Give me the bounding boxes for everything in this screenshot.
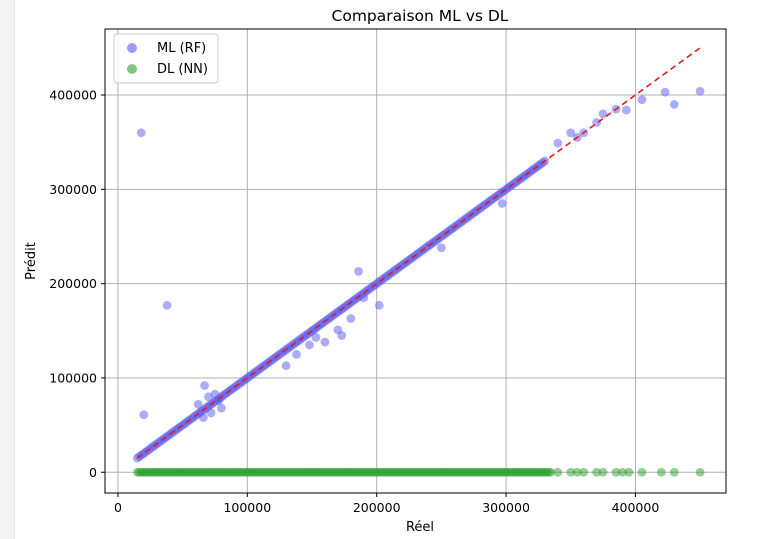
ml-point	[669, 100, 679, 109]
ml-point	[206, 408, 216, 418]
legend: ML (RF) DL (NN)	[113, 33, 219, 84]
x-axis-label: Réel	[406, 520, 434, 535]
ml-point	[621, 105, 631, 115]
ml-point	[637, 95, 647, 105]
dl-point	[546, 467, 556, 477]
ml-point	[136, 128, 146, 138]
ml-point	[553, 138, 563, 148]
x-tick-label: 200000	[353, 500, 401, 515]
ticks: 0 100000 200000 300000 400000 0 100000 200000 30…	[49, 88, 659, 515]
ml-point	[497, 199, 507, 208]
chart-title: Comparaison ML vs DL	[332, 7, 509, 25]
ml-point	[198, 413, 208, 422]
y-tick-label: 400000	[49, 88, 97, 103]
dl-point	[669, 467, 679, 477]
ml-point	[695, 86, 705, 96]
dl-point	[618, 467, 627, 477]
legend-label-dl: DL (NN)	[157, 62, 208, 77]
y-tick-label: 0	[89, 465, 97, 480]
data-points	[132, 86, 705, 477]
x-tick-label: 400000	[612, 500, 660, 515]
grid-lines	[105, 29, 726, 493]
dl-point	[598, 467, 608, 477]
ml-point	[214, 396, 224, 405]
ml-point	[374, 300, 384, 310]
ml-point	[566, 128, 576, 138]
x-tick-label: 100000	[223, 500, 271, 515]
ml-point	[337, 331, 347, 340]
ml-point	[139, 410, 149, 420]
axes-frame	[104, 28, 727, 494]
ml-point	[346, 314, 356, 323]
ml-point	[436, 243, 446, 253]
ml-point	[598, 109, 608, 119]
dl-point	[553, 467, 563, 477]
legend-marker-ml	[127, 43, 137, 53]
dl-point	[637, 467, 647, 477]
legend-box	[113, 33, 219, 84]
reference-line-layer	[136, 47, 701, 459]
ml-point	[200, 381, 210, 390]
ml-point	[354, 266, 363, 276]
dl-point	[656, 467, 666, 477]
ml-point	[320, 337, 330, 347]
dl-point	[579, 467, 589, 477]
ml-point	[162, 300, 172, 310]
dl-point	[611, 467, 621, 477]
ml-point	[660, 87, 670, 97]
y-axis-label: Prédit	[24, 242, 39, 280]
x-tick-label: 300000	[482, 500, 530, 515]
y-tick-label: 100000	[49, 370, 97, 385]
ml-point	[281, 361, 291, 371]
ml-point	[359, 293, 369, 303]
cell-gutter	[0, 0, 15, 539]
legend-marker-dl	[127, 64, 137, 74]
dl-point	[624, 467, 634, 477]
y-tick-label: 200000	[49, 276, 97, 291]
x-tick-label: 0	[114, 500, 122, 515]
ml-point	[193, 399, 203, 409]
reference-line	[136, 47, 701, 459]
ml-point	[311, 332, 321, 342]
ml-point	[217, 403, 226, 413]
ml-point	[292, 349, 301, 359]
dl-point	[592, 467, 602, 477]
dl-point	[566, 467, 576, 477]
y-tick-label: 300000	[49, 182, 97, 197]
legend-label-ml: ML (RF)	[157, 41, 206, 56]
ml-point	[305, 340, 314, 350]
dl-point	[695, 467, 705, 477]
ml-point	[210, 389, 220, 399]
dl-point	[572, 467, 582, 477]
